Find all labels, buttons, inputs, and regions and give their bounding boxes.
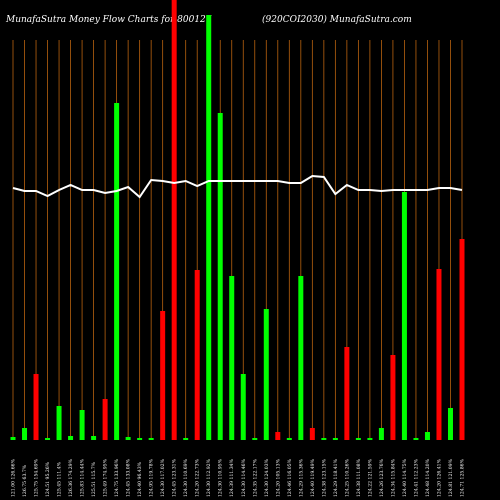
x-tick-label: 124.75 133.96%: [114, 458, 120, 497]
bar: [10, 437, 16, 440]
x-tick-label: 124.40 96.43%: [137, 461, 143, 497]
x-tick-label: 124.30 117.02%: [160, 458, 166, 497]
x-tick-label: 124.29 118.41%: [333, 458, 339, 497]
x-tick-label: 126.36 174.29%: [68, 458, 74, 497]
bar: [137, 438, 143, 440]
x-tick-label: 124.38 111.08%: [356, 458, 362, 497]
bar: [252, 438, 258, 440]
x-tick-label: 124.30 112.92%: [206, 458, 212, 497]
x-tick-label: 124.45 133.08%: [126, 458, 132, 497]
x-tick-label: 124.46 116.05%: [287, 458, 293, 497]
bar: [22, 428, 28, 440]
bar: [413, 438, 419, 440]
x-tick-label: 124.38 123.15%: [321, 458, 327, 497]
x-tick-label: 124.20 122.73%: [195, 458, 201, 497]
bar: [56, 406, 62, 440]
x-tick-label: 126.75 63.7%: [22, 464, 28, 497]
x-tick-label: 124.30 114.46%: [241, 458, 247, 497]
bar: [91, 436, 97, 440]
x-tick-label: 124.30 110.95%: [218, 458, 224, 497]
bar: [240, 374, 246, 440]
bar: [286, 438, 292, 440]
x-tick-label: 124.81 121.09%: [448, 458, 454, 497]
bar: [344, 347, 350, 440]
x-tick-label: 124.95 119.78%: [149, 458, 155, 497]
x-tick-label: 125.83 114.44%: [80, 458, 86, 497]
bar: [436, 269, 442, 440]
x-tick-label: 124.20 126.41%: [436, 458, 442, 497]
bar: [45, 438, 51, 440]
bar: [68, 436, 74, 440]
x-tick-label: 124.71 125.86%: [460, 458, 466, 497]
x-tick-label: 124.30 124.03%: [264, 458, 270, 497]
bar: [263, 309, 269, 440]
bar: [171, 0, 177, 440]
x-tick-label: 124.22 121.59%: [367, 458, 373, 497]
chart-title: MunafaSutra Money Flow Charts for 800127: [5, 15, 212, 25]
bar: [355, 438, 361, 440]
bar: [194, 270, 200, 440]
x-tick-label: 121.00 126.66%: [11, 458, 17, 497]
bar: [378, 428, 384, 440]
bar: [148, 438, 154, 440]
bar: [229, 276, 235, 440]
bar: [309, 428, 315, 440]
bar: [33, 374, 39, 440]
bar: [102, 399, 108, 440]
x-tick-label: 124.40 119.49%: [310, 458, 316, 497]
x-tick-label: 124.35 122.17%: [252, 458, 258, 497]
x-tick-label: 124.26 123.76%: [379, 458, 385, 497]
x-tick-label: 124.40 114.75%: [402, 458, 408, 497]
bar: [424, 432, 430, 440]
bar: [321, 438, 327, 440]
bar: [160, 311, 166, 440]
x-tick-label: 125.49 174.95%: [103, 458, 109, 497]
bar: [332, 438, 338, 440]
x-tick-label: 124.39 111.34%: [229, 458, 235, 497]
x-tick-label: 124.41 112.23%: [413, 458, 419, 497]
x-tick-label: 124.30 110.69%: [183, 458, 189, 497]
bar: [217, 113, 223, 440]
chart-subtitle: (920COI2030) MunafaSutra.com: [262, 14, 412, 25]
money-flow-line: [12, 174, 463, 199]
bar: [183, 438, 189, 440]
bar: [459, 239, 465, 440]
bar: [367, 438, 373, 440]
x-tick-label: 124.51 95.26%: [45, 461, 51, 497]
x-tick-label: 125.45 111.4%: [57, 461, 63, 497]
x-tick-label: 124.25 110.26%: [344, 458, 350, 497]
x-tick-label: 125.51 115.7%: [91, 461, 97, 497]
x-tick-label: 124.48 114.20%: [425, 458, 431, 497]
x-tick-label: 124.29 115.36%: [298, 458, 304, 497]
bar: [125, 437, 131, 440]
x-tick-label: 124.34 115.84%: [390, 458, 396, 497]
x-tick-label: 124.45 123.31%: [172, 458, 178, 497]
x-tick-label: 125.75 154.69%: [34, 458, 40, 497]
bar: [206, 15, 212, 440]
bar: [275, 432, 281, 440]
bar: [390, 355, 396, 440]
bar: [447, 408, 453, 440]
bar: [401, 192, 407, 440]
x-tick-label: 124.20 105.13%: [275, 458, 281, 497]
bar: [114, 103, 120, 440]
bar: [298, 276, 304, 440]
bar: [79, 410, 85, 440]
